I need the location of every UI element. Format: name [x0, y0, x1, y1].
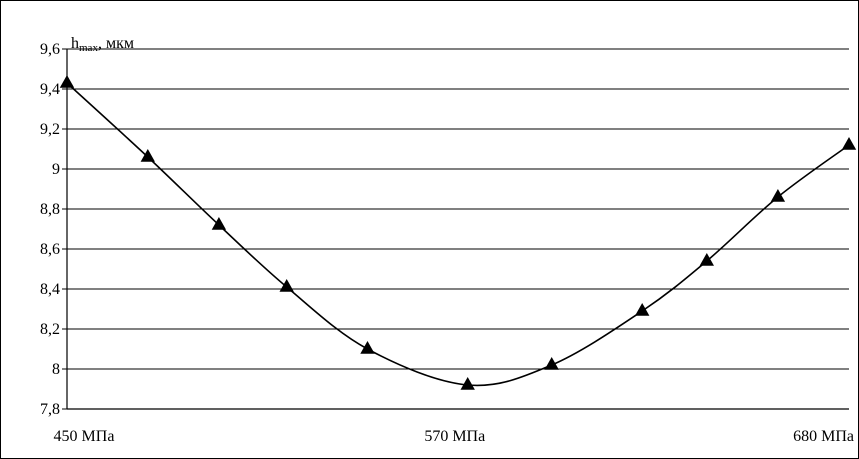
y-tick-label-1: 8: [52, 361, 60, 378]
x-tick-label-0: 450 МПа: [54, 428, 115, 445]
y-axis-label: hmax, мкм: [71, 35, 134, 54]
x-tick-label-1: 570 МПа: [424, 428, 485, 445]
y-tick-label-6: 9: [52, 161, 60, 178]
series-line: [66, 82, 850, 387]
data-point-6: [544, 357, 559, 370]
data-point-5: [460, 377, 475, 390]
y-axis-label-unit: , мкм: [98, 35, 134, 52]
data-point-7: [635, 303, 650, 316]
data-point-2: [211, 217, 227, 230]
x-tick-labels: 450 МПа 570 МПа 680 МПа: [54, 428, 854, 445]
x-tick-label-2: 680 МПа: [793, 428, 854, 445]
data-point-9: [770, 189, 786, 202]
data-point-3: [279, 279, 294, 292]
grid-layer: [67, 48, 849, 370]
data-point-1: [140, 149, 155, 162]
data-point-10: [841, 137, 857, 150]
data-point-0: [59, 75, 75, 88]
data-point-4: [360, 341, 375, 354]
y-tick-label-9: 9,6: [40, 41, 60, 58]
y-tick-label-5: 8,8: [40, 201, 60, 218]
y-axis-label-main: h: [71, 35, 79, 52]
y-tick-label-3: 8,4: [40, 281, 60, 298]
series-markers: [59, 75, 857, 390]
y-tick-labels: 7,8 8 8,2 8,4 8,6 8,8 9 9,2 9,4 9,6: [40, 41, 60, 418]
y-tick-label-2: 8,2: [40, 321, 60, 338]
y-axis-label-subscript: max: [79, 42, 98, 54]
y-tick-label-0: 7,8: [40, 401, 60, 418]
axis-layer: [62, 48, 849, 410]
y-tick-label-8: 9,4: [40, 81, 60, 98]
y-tick-label-7: 9,2: [40, 121, 60, 138]
y-tick-label-4: 8,6: [40, 241, 60, 258]
data-point-8: [699, 253, 714, 266]
